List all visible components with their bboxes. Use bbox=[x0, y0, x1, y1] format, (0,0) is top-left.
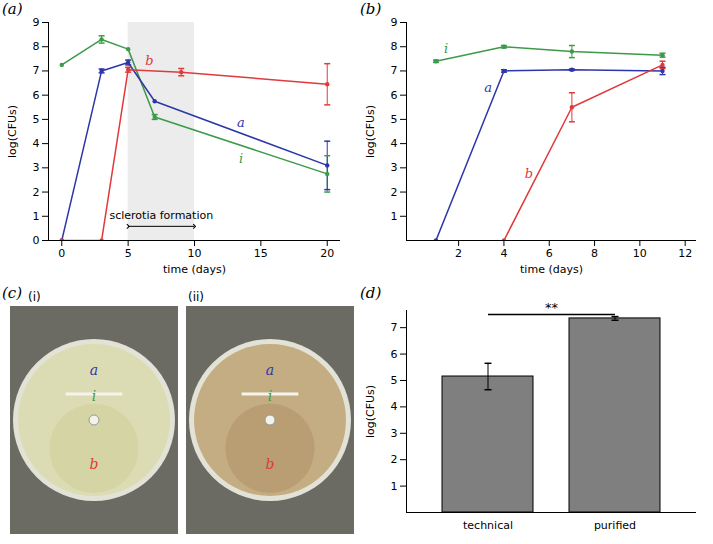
svg-text:2: 2 bbox=[33, 186, 40, 199]
svg-text:6: 6 bbox=[546, 247, 553, 260]
svg-text:5: 5 bbox=[33, 113, 40, 126]
html-text:(c): (c) bbox=[2, 284, 23, 302]
svg-text:2: 2 bbox=[391, 186, 398, 199]
svg-text:5: 5 bbox=[391, 374, 398, 387]
svg-text:9: 9 bbox=[33, 16, 40, 29]
svg-text:5: 5 bbox=[125, 247, 132, 260]
svg-text:6: 6 bbox=[391, 348, 398, 361]
svg-text:a: a bbox=[237, 115, 245, 130]
svg-text:4: 4 bbox=[500, 247, 507, 260]
svg-text:7: 7 bbox=[391, 321, 398, 334]
html-text:(d): (d) bbox=[360, 284, 382, 302]
svg-text:3: 3 bbox=[391, 427, 398, 440]
svg-text:8: 8 bbox=[33, 40, 40, 53]
svg-text:7: 7 bbox=[33, 64, 40, 77]
svg-text:**: ** bbox=[545, 300, 559, 315]
svg-text:b: b bbox=[145, 53, 153, 68]
svg-text:2: 2 bbox=[391, 453, 398, 466]
svg-text:3: 3 bbox=[33, 161, 40, 174]
svg-text:log(CFUs): log(CFUs) bbox=[6, 105, 19, 158]
svg-text:9: 9 bbox=[391, 16, 398, 29]
svg-text:2: 2 bbox=[455, 247, 462, 260]
svg-text:6: 6 bbox=[33, 89, 40, 102]
svg-text:8: 8 bbox=[391, 40, 398, 53]
svg-text:time (days): time (days) bbox=[520, 263, 583, 276]
svg-text:15: 15 bbox=[254, 247, 268, 260]
svg-text:log(CFUs): log(CFUs) bbox=[364, 105, 377, 158]
svg-text:purified: purified bbox=[594, 519, 636, 532]
svg-text:3: 3 bbox=[391, 161, 398, 174]
svg-text:log(CFUs): log(CFUs) bbox=[364, 385, 377, 438]
svg-text:a: a bbox=[90, 362, 98, 378]
svg-text:0: 0 bbox=[33, 234, 40, 247]
svg-text:20: 20 bbox=[320, 247, 334, 260]
svg-text:4: 4 bbox=[391, 400, 398, 413]
svg-text:4: 4 bbox=[391, 137, 398, 150]
svg-text:i: i bbox=[239, 151, 243, 166]
html-text:(a): (a) bbox=[2, 0, 23, 18]
svg-text:a: a bbox=[266, 362, 274, 378]
svg-text:i: i bbox=[268, 388, 272, 404]
svg-text:10: 10 bbox=[633, 247, 647, 260]
svg-text:a: a bbox=[484, 80, 492, 95]
svg-text:8: 8 bbox=[591, 247, 598, 260]
svg-text:6: 6 bbox=[391, 89, 398, 102]
svg-text:b: b bbox=[266, 456, 275, 472]
svg-text:time (days): time (days) bbox=[163, 263, 226, 276]
svg-text:(i): (i) bbox=[28, 290, 41, 304]
svg-text:i: i bbox=[444, 41, 448, 56]
html-text:(b): (b) bbox=[360, 0, 382, 18]
svg-text:7: 7 bbox=[391, 64, 398, 77]
svg-text:sclerotia formation: sclerotia formation bbox=[109, 209, 213, 222]
svg-text:b: b bbox=[90, 456, 99, 472]
svg-text:technical: technical bbox=[463, 519, 513, 532]
svg-text:4: 4 bbox=[33, 137, 40, 150]
svg-text:i: i bbox=[92, 388, 96, 404]
svg-text:1: 1 bbox=[391, 480, 398, 493]
svg-text:1: 1 bbox=[33, 210, 40, 223]
svg-text:b: b bbox=[525, 166, 533, 181]
svg-text:10: 10 bbox=[188, 247, 202, 260]
svg-text:0: 0 bbox=[58, 247, 65, 260]
svg-text:1: 1 bbox=[391, 210, 398, 223]
svg-text:(ii): (ii) bbox=[188, 290, 204, 304]
svg-text:5: 5 bbox=[391, 113, 398, 126]
svg-text:12: 12 bbox=[678, 247, 692, 260]
